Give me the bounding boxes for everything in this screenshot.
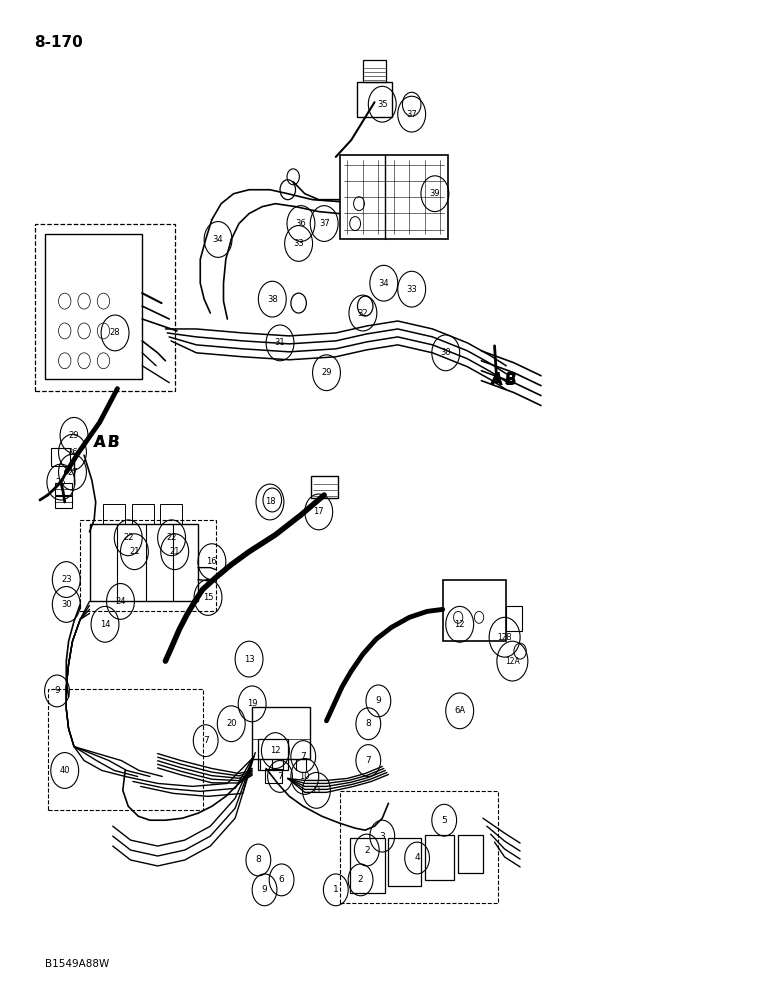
Bar [55,483,73,495]
Text: 21: 21 [129,547,140,556]
Text: 2: 2 [358,875,363,884]
Bar [80,520,216,611]
Text: 15: 15 [203,593,213,602]
Text: A: A [491,372,502,387]
Bar [55,496,73,508]
Text: 8: 8 [256,855,261,864]
Text: 37: 37 [319,219,329,228]
Text: 27: 27 [67,468,78,477]
Text: 2: 2 [364,846,370,855]
Text: 8: 8 [366,719,371,728]
Text: 33: 33 [293,239,304,248]
Text: 19: 19 [247,699,257,708]
Text: 40: 40 [59,766,70,775]
Text: 20: 20 [226,719,236,728]
Bar [311,476,338,498]
Text: B: B [505,372,516,387]
Text: 35: 35 [377,100,388,109]
Bar [339,791,498,903]
Text: 25: 25 [55,478,66,487]
Text: 7: 7 [300,752,306,761]
Bar [349,838,385,893]
Text: 7: 7 [366,756,371,765]
Text: 11: 11 [311,786,321,795]
Text: 6: 6 [278,875,285,884]
Text: 24: 24 [115,597,126,606]
Text: 29: 29 [321,368,331,377]
Text: 12: 12 [455,620,465,629]
Text: 8-170: 8-170 [34,35,83,50]
Text: 30: 30 [441,348,451,357]
Bar [506,606,522,631]
Bar [160,504,182,524]
Text: 26: 26 [67,448,78,457]
Text: 39: 39 [430,189,440,198]
Bar [339,155,448,239]
Text: 34: 34 [378,279,389,288]
Bar [45,234,142,379]
Bar [51,448,70,466]
Text: A: A [491,373,502,388]
Text: 3: 3 [379,832,385,841]
Text: B: B [108,435,119,450]
Text: 13: 13 [243,655,254,664]
Bar [443,580,506,641]
Text: 38: 38 [267,295,278,304]
Bar [258,739,288,770]
Bar [363,60,386,82]
Text: 7: 7 [203,736,208,745]
Text: 9: 9 [375,696,381,705]
Text: 10: 10 [300,772,310,781]
Text: 32: 32 [357,309,368,318]
Text: A: A [94,435,106,450]
Bar [90,524,198,601]
Bar [48,689,203,810]
Text: B: B [108,435,119,450]
Text: B1549A88W: B1549A88W [45,959,110,969]
Text: 9: 9 [261,885,268,894]
Text: 22: 22 [166,533,177,542]
Text: 23: 23 [61,575,72,584]
Bar [388,838,421,886]
Text: 29: 29 [69,431,80,440]
Text: 12: 12 [270,746,281,755]
Text: 7: 7 [277,772,283,781]
Text: 21: 21 [169,547,180,556]
Text: 6A: 6A [454,706,465,715]
Text: 17: 17 [314,507,324,516]
Text: 30: 30 [61,600,72,609]
Bar [104,504,125,524]
Bar [35,224,175,391]
Text: 22: 22 [123,533,133,542]
Bar [357,82,392,117]
Bar [458,835,483,873]
Text: 4: 4 [414,853,420,862]
Text: 33: 33 [406,285,417,294]
Text: 34: 34 [213,235,223,244]
Text: 36: 36 [296,219,307,228]
Text: 9: 9 [54,686,60,695]
Text: A: A [94,435,106,450]
Text: 18: 18 [264,497,275,506]
Text: 31: 31 [275,338,285,347]
Bar [425,835,454,880]
Text: 16: 16 [207,557,217,566]
Text: 28: 28 [110,328,120,337]
Text: 14: 14 [100,620,110,629]
Bar [252,707,310,759]
Text: B: B [505,373,516,388]
Text: 12B: 12B [498,633,512,642]
Text: 37: 37 [406,110,417,119]
Text: 5: 5 [441,816,447,825]
Text: 12A: 12A [505,657,519,666]
Bar [132,504,154,524]
Text: 1: 1 [333,885,339,894]
Bar [264,768,282,783]
